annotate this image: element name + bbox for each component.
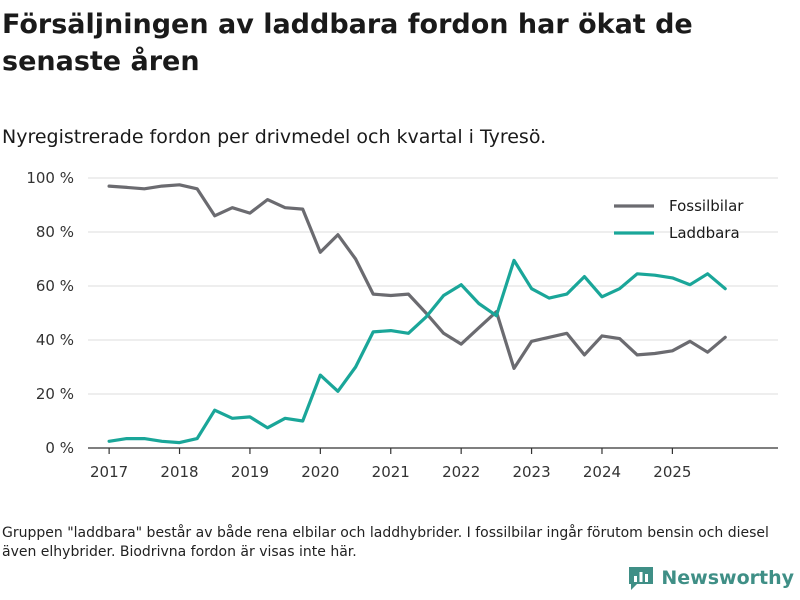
x-tick-label: 2022 bbox=[442, 463, 480, 481]
footnote: Gruppen "laddbara" består av både rena e… bbox=[2, 525, 769, 560]
y-tick-label: 80 % bbox=[36, 223, 74, 241]
x-tick-label: 2020 bbox=[301, 463, 339, 481]
x-tick-label: 2023 bbox=[512, 463, 550, 481]
x-tick-label: 2017 bbox=[90, 463, 128, 481]
y-tick-label: 60 % bbox=[36, 277, 74, 295]
legend-label-laddbara: Laddbara bbox=[669, 224, 740, 242]
series-line-laddbara bbox=[107, 258, 727, 445]
x-tick-label: 2024 bbox=[583, 463, 621, 481]
x-tick-label: 2025 bbox=[653, 463, 691, 481]
legend: Fossilbilar Laddbara bbox=[614, 197, 744, 242]
series-line-fossilbilar bbox=[107, 183, 727, 370]
y-axis-ticks: 0 % 20 % 40 % 60 % 80 % 100 % bbox=[26, 169, 74, 457]
y-tick-label: 20 % bbox=[36, 385, 74, 403]
chart-subtitle: Nyregistrerade fordon per drivmedel och … bbox=[2, 126, 547, 148]
x-axis: 2017 2018 2019 2020 2021 2022 2023 2024 2025 bbox=[88, 447, 778, 481]
y-tick-label: 100 % bbox=[26, 169, 74, 187]
bar-chart-logo-icon bbox=[629, 567, 654, 590]
brand-logo: Newsworthy bbox=[627, 564, 794, 592]
legend-label-fossilbilar: Fossilbilar bbox=[669, 197, 744, 215]
x-tick-label: 2018 bbox=[160, 463, 198, 481]
x-tick-label: 2021 bbox=[372, 463, 410, 481]
chart-title: Försäljningen av laddbara fordon har öka… bbox=[2, 9, 693, 77]
y-tick-label: 40 % bbox=[36, 331, 74, 349]
y-tick-label: 0 % bbox=[45, 439, 74, 457]
gridlines bbox=[88, 177, 778, 395]
x-tick-label: 2019 bbox=[231, 463, 269, 481]
brand-name: Newsworthy bbox=[661, 567, 794, 589]
series-lines bbox=[107, 183, 727, 445]
line-chart: 0 % 20 % 40 % 60 % 80 % 100 % 2017 2018 2019 202… bbox=[26, 169, 778, 481]
